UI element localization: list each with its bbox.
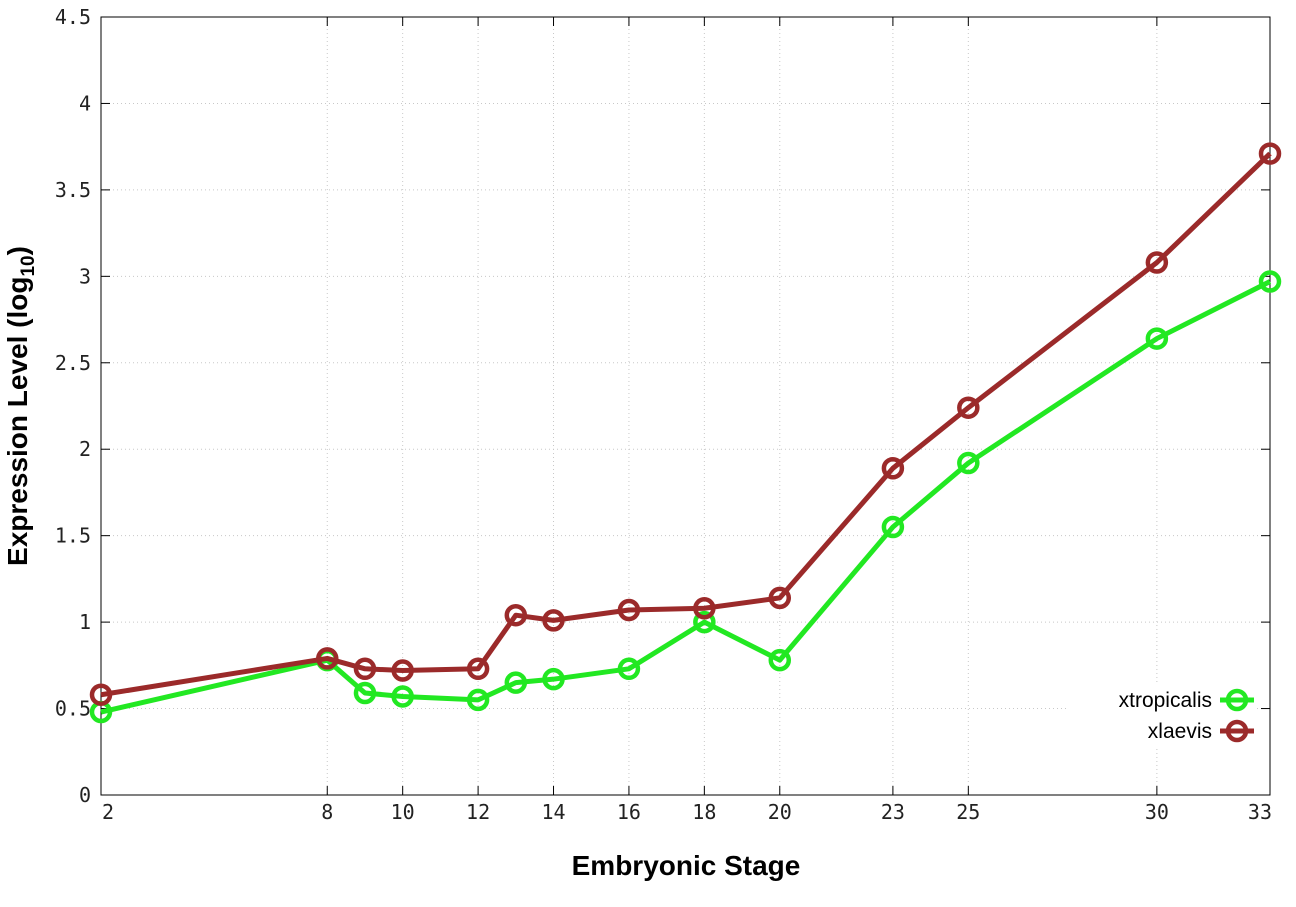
- y-tick-label: 1.5: [55, 524, 91, 548]
- y-axis-title-subscript: 10: [18, 255, 39, 276]
- x-axis-ticks: 2 8 10 12 14 16 18 20 23 25 30 33: [100, 17, 1272, 824]
- y-tick-label: 0: [79, 783, 91, 807]
- x-tick-label: 18: [692, 800, 716, 824]
- y-axis-ticks: 0 0.5 1 1.5 2 2.5 3 3.5 4 4.5: [55, 5, 1270, 807]
- y-tick-label: 4: [79, 91, 91, 115]
- series-lines: [89, 142, 1282, 724]
- data-point-xtropicalis: [881, 515, 905, 539]
- x-tick-label: 25: [956, 800, 980, 824]
- data-point-xtropicalis: [504, 671, 528, 694]
- y-tick-label: 4.5: [55, 5, 91, 29]
- x-tick-label: 12: [466, 800, 490, 824]
- y-tick-label: 3.5: [55, 178, 91, 202]
- data-point-xlaevis: [316, 647, 339, 670]
- data-point-xlaevis: [1258, 142, 1282, 165]
- x-tick-label: 8: [321, 800, 333, 824]
- data-point-xtropicalis: [693, 610, 716, 634]
- data-point-xtropicalis: [353, 681, 377, 705]
- plot-area-frame: [100, 16, 1271, 796]
- legend-label: xlaevis: [1148, 720, 1212, 743]
- x-tick-label: 10: [391, 800, 415, 824]
- legend-marker-swatch: [1225, 688, 1249, 712]
- series-line-xtropicalis: [100, 279, 1272, 715]
- legend-label: xtropicalis: [1119, 689, 1212, 712]
- data-point-xtropicalis: [1258, 270, 1282, 293]
- y-tick-label: 1: [79, 610, 91, 634]
- data-point-xtropicalis: [1145, 327, 1169, 350]
- data-point-xtropicalis: [466, 688, 490, 712]
- data-point-xtropicalis: [391, 685, 414, 708]
- data-point-xtropicalis: [542, 667, 565, 691]
- y-tick-label: 2: [79, 437, 91, 461]
- data-point-xtropicalis: [957, 451, 980, 475]
- x-axis-title: Embryonic Stage: [572, 850, 801, 881]
- y-axis-title-main: Expression Level (log: [2, 277, 33, 566]
- x-tick-label: 20: [768, 800, 792, 824]
- series-line-xlaevis: [100, 151, 1272, 698]
- x-tick-label: 30: [1145, 800, 1169, 824]
- y-tick-label: 0.5: [55, 697, 91, 721]
- data-point-xlaevis: [1145, 251, 1169, 274]
- legend-marker-swatch: [1225, 719, 1249, 743]
- data-point-xlaevis: [693, 597, 716, 620]
- data-point-xlaevis: [89, 683, 113, 706]
- data-point-xlaevis: [957, 396, 980, 419]
- data-point-xlaevis: [617, 598, 641, 622]
- x-tick-label: 16: [617, 800, 641, 824]
- data-point-xlaevis: [353, 657, 377, 681]
- y-tick-label: 3: [79, 264, 91, 288]
- x-tick-label: 14: [541, 800, 565, 824]
- grid: [101, 17, 1270, 795]
- y-axis-title-close: ): [2, 246, 33, 255]
- data-point-xlaevis: [466, 657, 490, 681]
- data-point-xlaevis: [542, 609, 565, 632]
- data-point-xtropicalis: [617, 657, 641, 681]
- data-point-xlaevis: [504, 603, 528, 627]
- y-axis-title: Expression Level (log10): [2, 246, 39, 566]
- data-point-xlaevis: [768, 586, 792, 610]
- y-tick-label: 2.5: [55, 351, 91, 375]
- data-point-xtropicalis: [768, 648, 792, 672]
- legend: xtropicalis xlaevis: [1068, 685, 1254, 746]
- x-tick-label: 2: [102, 800, 114, 824]
- data-point-xlaevis: [391, 659, 414, 682]
- data-point-xlaevis: [881, 456, 905, 480]
- x-tick-label: 23: [881, 800, 905, 824]
- x-tick-label: 33: [1248, 800, 1272, 824]
